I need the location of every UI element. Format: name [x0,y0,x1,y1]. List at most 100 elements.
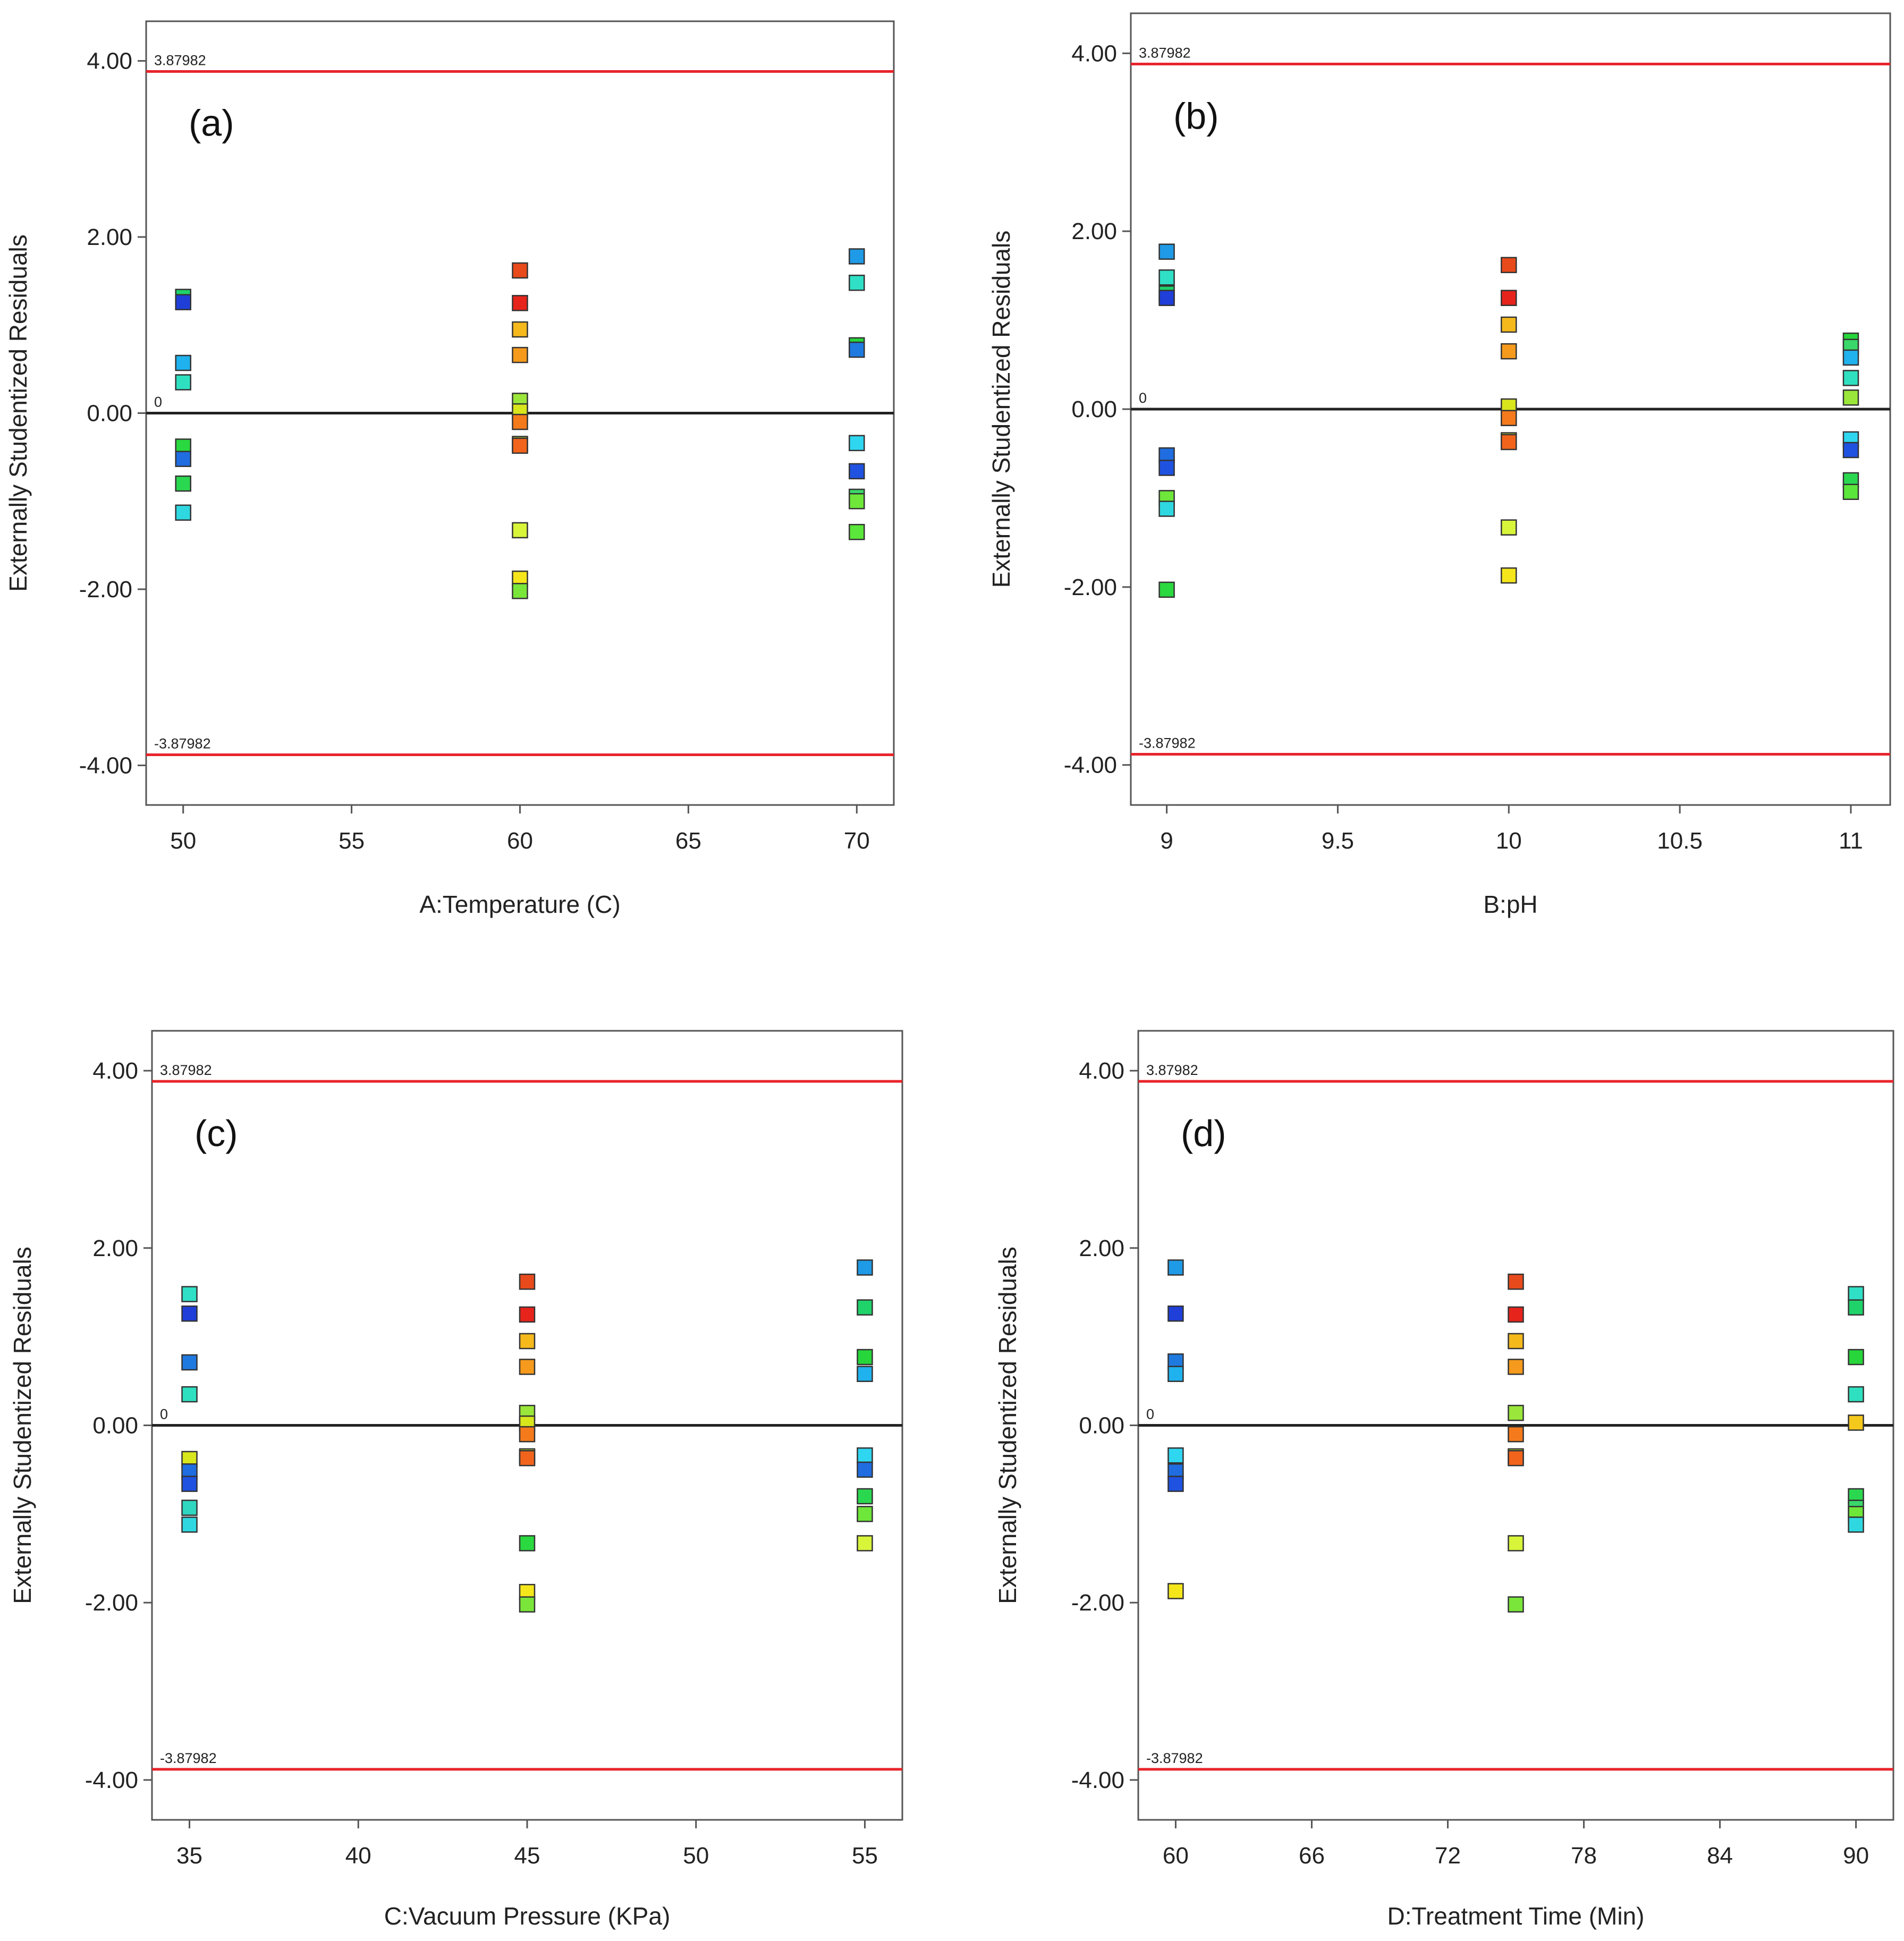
panel-label: (a) [189,103,234,144]
x-tick-label: 10.5 [1657,828,1703,854]
residual-point [519,1426,536,1443]
y-tick-label: 0.00 [87,401,132,427]
zero-line-label: 0 [1139,390,1147,406]
residual-point [512,321,528,338]
x-tick-label: 35 [176,1843,202,1869]
y-tick-label: -4.00 [1064,752,1117,778]
residual-point [1848,1516,1864,1533]
residual-point [857,1447,873,1464]
x-tick-label: 50 [170,828,196,854]
residual-point [1501,316,1517,333]
residual-point [1508,1450,1524,1467]
residual-point [849,435,865,452]
y-axis-title: Externally Studentized Residuals [4,234,32,591]
residual-point [519,1450,536,1467]
residual-point [849,248,865,265]
residual-point [519,1273,536,1290]
y-tick-label: 2.00 [87,224,132,250]
residual-point [512,583,528,599]
upper-limit-label: 3.87982 [1146,1062,1198,1078]
residual-point [857,1488,873,1505]
upper-limit-label: 3.87982 [1139,45,1191,61]
residual-point [181,1354,198,1371]
residual-point [1501,343,1517,360]
y-tick-label: 4.00 [87,48,132,74]
x-tick-label: 70 [844,828,870,854]
lower-limit-label: -3.87982 [154,736,211,752]
residual-point [857,1461,873,1478]
x-tick-label: 10 [1496,828,1522,854]
residual-point [1501,290,1517,306]
x-axis-title: C:Vacuum Pressure (KPa) [384,1902,671,1930]
residual-point [512,295,528,311]
residual-point [1158,290,1175,306]
residual-point [181,1306,198,1322]
residual-point [1167,1366,1184,1382]
x-tick-label: 72 [1435,1843,1461,1869]
residual-point [1501,519,1517,536]
residual-point [1848,1386,1864,1403]
residual-point [1848,1414,1864,1431]
residual-point [1842,484,1859,500]
residual-point [1508,1596,1524,1613]
residual-point [512,346,528,363]
y-tick-label: -2.00 [79,577,132,603]
residual-point [1158,501,1175,517]
residual-point [181,1476,198,1492]
zero-line-label: 0 [154,394,162,410]
residual-point [1842,349,1859,366]
residual-point [1167,1447,1184,1464]
residual-point [857,1366,873,1382]
residual-point [1848,1299,1864,1316]
x-tick-label: 50 [683,1843,709,1869]
residual-plot-panel-b: 4.00 2.00 0.00 -2.00 -4.00 9 9.5 10 10.5 11 3.8798… [987,12,1891,918]
residual-point [1501,567,1517,584]
y-axis-title: Externally Studentized Residuals [987,231,1015,588]
residual-point [1842,442,1859,459]
x-tick-label: 9 [1160,828,1173,854]
residual-point [1842,370,1859,386]
y-tick-label: -2.00 [85,1590,138,1616]
x-tick-label: 55 [339,828,365,854]
residual-point [857,1506,873,1522]
residual-point [1167,1306,1184,1322]
residual-point [1158,269,1175,286]
y-tick-label: 4.00 [92,1058,138,1084]
residual-point [181,1499,198,1516]
residual-point [181,1286,198,1302]
upper-limit-label: 3.87982 [160,1062,212,1078]
residual-point [519,1333,536,1350]
residual-point [857,1299,873,1316]
lower-limit-label: -3.87982 [1146,1750,1203,1766]
residual-point [1842,389,1859,406]
residual-point [519,1359,536,1375]
residual-point [519,1596,536,1613]
panel-label: (c) [194,1113,238,1154]
residual-point [512,522,528,539]
residual-point [1167,1583,1184,1599]
y-tick-label: -4.00 [79,752,132,778]
residual-point [175,451,191,467]
residual-point [519,1535,536,1552]
residual-point [175,374,191,391]
x-tick-label: 65 [675,828,701,854]
upper-limit-label: 3.87982 [154,52,206,68]
panel-label: (d) [1181,1113,1226,1154]
residual-point [1508,1273,1524,1290]
y-axis-title: Externally Studentized Residuals [9,1247,36,1604]
residual-point [1848,1349,1864,1366]
residual-point [1158,460,1175,476]
y-tick-label: 4.00 [1079,1058,1124,1084]
x-axis-title: A:Temperature (C) [419,891,620,918]
x-tick-label: 84 [1707,1843,1733,1869]
zero-line-label: 0 [160,1406,168,1422]
x-tick-label: 60 [1163,1843,1189,1869]
lower-limit-label: -3.87982 [1139,735,1196,751]
y-tick-label: 0.00 [1071,396,1117,422]
y-tick-label: -4.00 [85,1767,138,1793]
residual-point [175,504,191,521]
residual-point [1508,1404,1524,1421]
residual-point [1508,1333,1524,1350]
